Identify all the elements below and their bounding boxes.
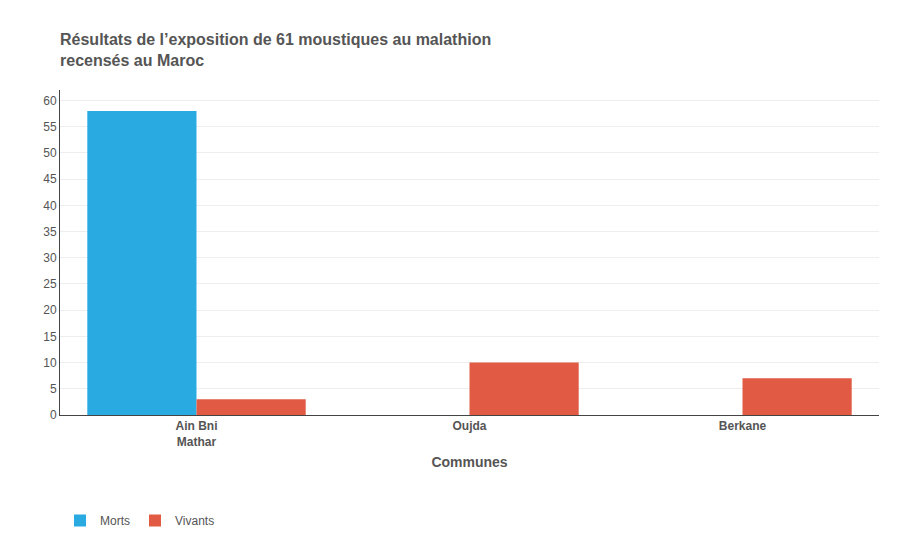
svg-text:60: 60 [43, 94, 57, 108]
svg-text:Vivants: Vivants [175, 514, 214, 528]
svg-text:20: 20 [43, 303, 57, 317]
svg-text:0: 0 [50, 408, 57, 422]
svg-text:55: 55 [43, 120, 57, 134]
svg-text:Morts: Morts [100, 514, 130, 528]
svg-text:50: 50 [43, 146, 57, 160]
svg-text:15: 15 [43, 330, 57, 344]
svg-text:30: 30 [43, 251, 57, 265]
svg-text:45: 45 [43, 172, 57, 186]
svg-text:Ain BniMathar: Ain BniMathar [176, 419, 218, 449]
svg-text:Résultats de l’exposition de 6: Résultats de l’exposition de 61 moustiqu… [60, 31, 491, 69]
svg-text:40: 40 [43, 199, 57, 213]
svg-text:25: 25 [43, 277, 57, 291]
svg-text:Berkane: Berkane [719, 419, 767, 433]
svg-text:10: 10 [43, 356, 57, 370]
svg-text:Communes: Communes [431, 454, 507, 470]
svg-text:5: 5 [50, 382, 57, 396]
svg-text:35: 35 [43, 225, 57, 239]
svg-text:Oujda: Oujda [452, 419, 486, 433]
